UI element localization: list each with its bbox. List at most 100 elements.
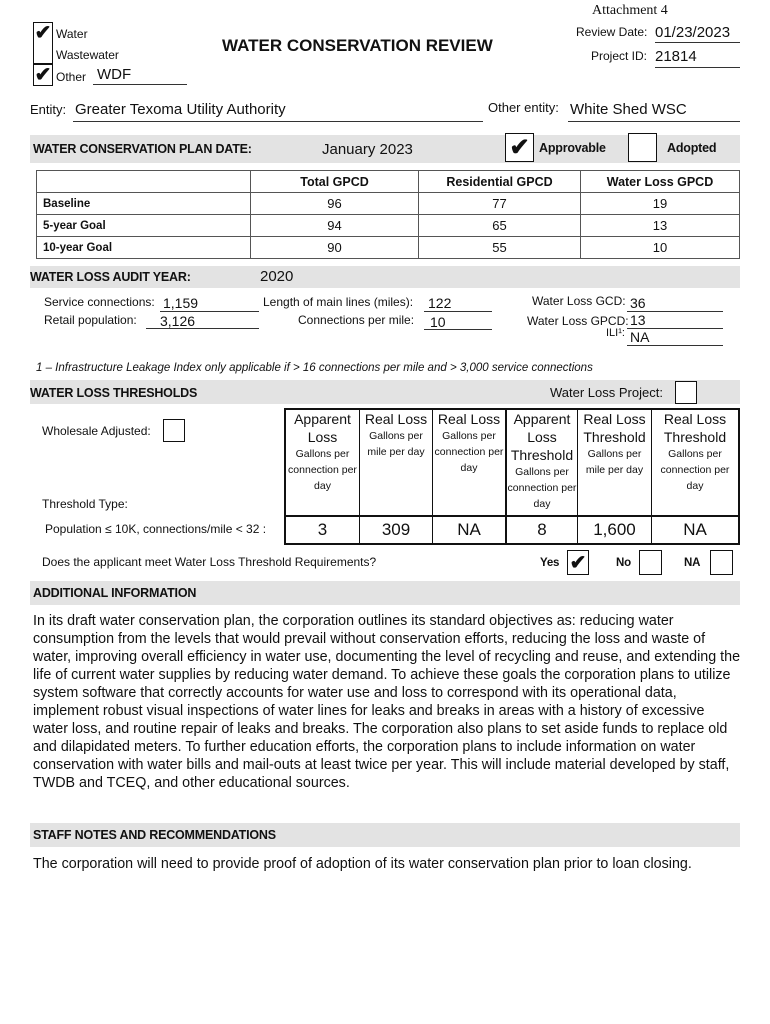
entity-value[interactable]: Greater Texoma Utility Authority (75, 101, 286, 118)
additional-info-text[interactable]: In its draft water conservation plan, th… (33, 613, 741, 791)
check-icon: ✔ (509, 133, 530, 161)
project-id-label: Project ID: (591, 49, 648, 63)
column-subtitle: Gallons per connection per day (660, 448, 730, 492)
cell: 96 (250, 192, 419, 215)
column-title: Real Loss Threshold (583, 411, 646, 445)
cell: 8 (505, 515, 578, 545)
retail-population-value[interactable]: 3,126 (160, 313, 196, 329)
thresholds-label: WATER LOSS THRESHOLDS (30, 386, 198, 400)
other-entity-label: Other entity: (488, 100, 559, 115)
table-row: 10-year Goal 90 55 10 (36, 236, 740, 259)
audit-year-label: WATER LOSS AUDIT YEAR: (30, 270, 191, 284)
wastewater-label: Wastewater (56, 48, 119, 62)
adopted-label: Adopted (667, 141, 717, 155)
column-subtitle: Gallons per mile per day (367, 430, 425, 458)
review-date-value[interactable]: 01/23/2023 (655, 24, 731, 41)
plan-date-label: WATER CONSERVATION PLAN DATE: (33, 142, 252, 156)
column-subtitle: Gallons per mile per day (585, 448, 644, 476)
other-checkbox[interactable]: ✔ (33, 64, 53, 86)
service-connections-label: Service connections: (44, 295, 155, 309)
no-checkbox[interactable] (639, 550, 662, 575)
cell: 13 (580, 214, 740, 237)
check-icon: ✔ (34, 64, 52, 86)
row-label: 5-year Goal (36, 214, 251, 237)
column-subtitle: Gallons per connection per day (507, 466, 577, 510)
adopted-checkbox[interactable] (628, 133, 657, 162)
water-loss-gpcd-value[interactable]: 13 (630, 312, 646, 328)
column-title: Apparent Loss (294, 411, 351, 445)
additional-info-label: ADDITIONAL INFORMATION (33, 586, 197, 600)
column-title: Real Loss (364, 411, 428, 427)
na-label: NA (684, 557, 701, 569)
threshold-row-label: Population ≤ 10K, connections/mile < 32 … (45, 522, 267, 536)
ili-label: ILI¹: (606, 327, 625, 339)
wholesale-adjusted-checkbox[interactable] (163, 419, 185, 442)
wastewater-checkbox[interactable] (33, 42, 53, 64)
header-cell: Water Loss GPCD (580, 170, 740, 193)
cell: NA (432, 515, 507, 545)
main-lines-value[interactable]: 122 (428, 295, 452, 311)
water-loss-gcd-value[interactable]: 36 (630, 295, 646, 311)
attachment-label: Attachment 4 (592, 3, 668, 18)
header-cell: Residential GPCD (418, 170, 581, 193)
additional-info-section (30, 581, 740, 605)
connections-per-mile-value[interactable]: 10 (430, 314, 446, 330)
retail-population-label: Retail population: (44, 313, 137, 327)
water-label: Water (56, 27, 88, 41)
cell: 94 (250, 214, 419, 237)
staff-notes-text[interactable]: The corporation will need to provide pro… (33, 856, 692, 872)
na-checkbox[interactable] (710, 550, 733, 575)
water-loss-project-label: Water Loss Project: (550, 385, 663, 400)
threshold-type-label: Threshold Type: (42, 497, 128, 511)
approvable-checkbox[interactable]: ✔ (505, 133, 534, 162)
entity-label: Entity: (30, 102, 67, 117)
cell: 1,600 (577, 515, 652, 545)
other-label: Other (56, 70, 87, 84)
staff-notes-section (30, 823, 740, 847)
column-subtitle: Gallons per connection per day (434, 430, 504, 474)
audit-year-value[interactable]: 2020 (260, 268, 294, 285)
row-label: 10-year Goal (36, 236, 251, 259)
table-row: 3 309 NA 8 1,600 NA (284, 515, 740, 545)
column-title: Real Loss (437, 411, 501, 427)
connections-per-mile-label: Connections per mile: (298, 313, 415, 327)
header-cell (36, 170, 251, 193)
plan-date-section (30, 135, 740, 163)
page-title: WATER CONSERVATION REVIEW (222, 36, 493, 55)
other-entity-value[interactable]: White Shed WSC (570, 101, 687, 118)
check-icon: ✔ (34, 21, 52, 44)
thresholds-table: Apparent Loss Gallons per connection per … (284, 408, 740, 545)
cell: 90 (250, 236, 419, 259)
audit-section (30, 266, 740, 288)
water-loss-gpcd-label: Water Loss GPCD: (527, 314, 629, 328)
water-checkbox[interactable]: ✔ (33, 22, 53, 43)
other-value[interactable]: WDF (97, 66, 132, 83)
water-loss-gcd-label: Water Loss GCD: (532, 294, 626, 308)
cell: 55 (418, 236, 581, 259)
staff-notes-label: STAFF NOTES AND RECOMMENDATIONS (33, 828, 276, 842)
project-id-value[interactable]: 21814 (655, 48, 697, 65)
cell: 77 (418, 192, 581, 215)
column-title: Real Loss Threshold (663, 411, 727, 445)
review-date-label: Review Date: (576, 25, 648, 39)
approvable-label: Approvable (539, 141, 606, 155)
no-label: No (616, 557, 631, 569)
cell: 3 (284, 515, 360, 545)
cell: 65 (418, 214, 581, 237)
ili-value[interactable]: NA (630, 329, 650, 345)
thresholds-section (30, 380, 740, 404)
cell: 10 (580, 236, 740, 259)
table-row: 5-year Goal 94 65 13 (36, 214, 740, 237)
service-connections-value[interactable]: 1,159 (163, 295, 199, 311)
water-loss-project-checkbox[interactable] (675, 381, 697, 404)
check-icon: ✔ (569, 551, 587, 574)
table-row: Baseline 96 77 19 (36, 192, 740, 215)
table-header-row: Total GPCD Residential GPCD Water Loss GPC… (36, 170, 740, 193)
plan-date-value[interactable]: January 2023 (322, 141, 413, 158)
main-lines-label: Length of main lines (miles): (263, 295, 414, 309)
yes-checkbox[interactable]: ✔ (567, 550, 589, 575)
table-header-row: Apparent Loss Gallons per connection per … (284, 408, 740, 517)
gpcd-table: Total GPCD Residential GPCD Water Loss GPC… (36, 170, 740, 259)
wholesale-adjusted-label: Wholesale Adjusted: (42, 424, 151, 438)
